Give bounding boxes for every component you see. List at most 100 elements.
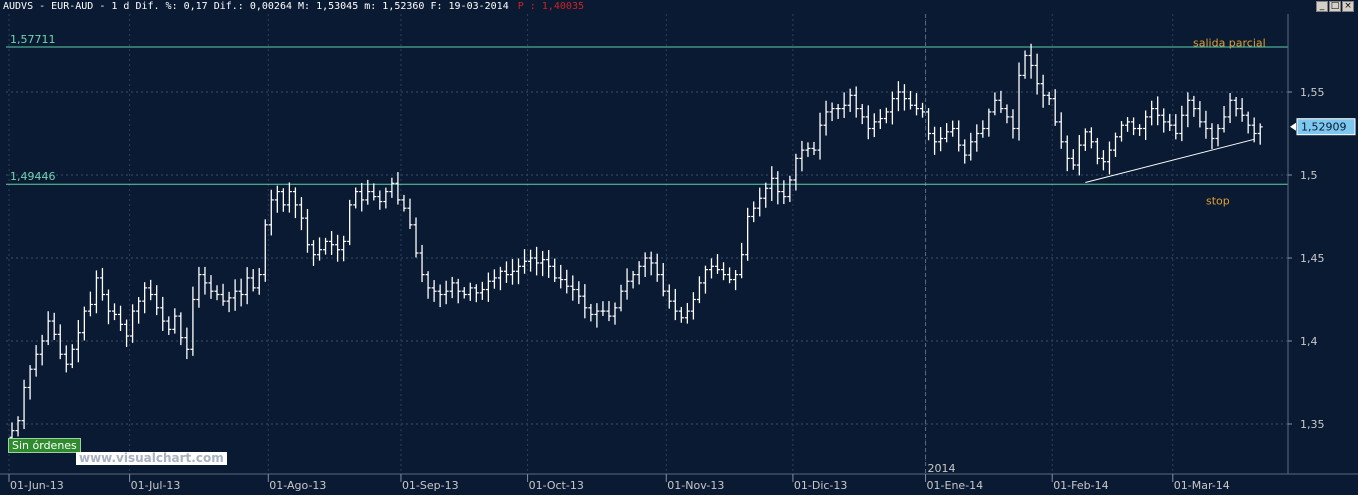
ohlc-bar — [763, 182, 769, 208]
ohlc-bar — [1257, 123, 1263, 145]
orders-badge[interactable]: Sin órdenes — [8, 438, 81, 453]
ohlc-bar — [21, 379, 27, 430]
ohlc-bar — [926, 108, 932, 141]
last-price-box — [1296, 118, 1356, 136]
ohlc-bar — [1149, 100, 1155, 126]
ohlc-bar — [1215, 124, 1221, 147]
ohlc-bar — [1227, 93, 1233, 124]
title-bar: AUDVS - EUR-AUD - 1 d Dif. %: 0,17 Dif.:… — [0, 0, 1358, 14]
ohlc-bar — [377, 190, 383, 210]
ohlc-bar — [1131, 117, 1137, 136]
ohlc-bar — [775, 171, 781, 205]
ohlc-bar — [962, 139, 968, 164]
ohlc-bar — [1022, 50, 1028, 79]
ohlc-bar — [353, 187, 359, 209]
horizontal-levels: 1,57711 1,49446 — [6, 33, 1288, 185]
ohlc-bar — [136, 297, 142, 324]
ohlc-bar — [877, 109, 883, 130]
ohlc-bar — [829, 102, 835, 122]
ohlc-bar — [491, 269, 497, 289]
support-trendline[interactable] — [1085, 138, 1255, 183]
ohlc-bar — [1082, 128, 1088, 151]
ohlc-bar — [1016, 62, 1022, 141]
ohlc-bar — [805, 142, 811, 157]
x-tick-label: 01-Sep-13 — [402, 479, 459, 492]
ohlc-bar — [552, 258, 558, 282]
close-button[interactable]: × — [1342, 1, 1354, 12]
ohlc-bar — [425, 271, 431, 299]
ohlc-bar — [220, 283, 226, 306]
ohlc-bar — [1119, 121, 1125, 142]
ohlc-bar — [1239, 98, 1245, 122]
ohlc-bar — [93, 270, 99, 314]
ohlc-bar — [968, 132, 974, 161]
ohlc-bar — [1185, 92, 1191, 128]
ohlc-bar — [15, 416, 21, 437]
ohlc-bar — [274, 185, 280, 213]
ohlc-bar — [950, 120, 956, 137]
ohlc-bar — [449, 276, 455, 299]
ohlc-bar — [660, 263, 666, 297]
ohlc-bar — [1179, 105, 1185, 142]
ohlc-bar — [317, 237, 323, 261]
ohlc-bar — [576, 281, 582, 304]
ohlc-bar — [1209, 123, 1215, 150]
ohlc-bar — [172, 308, 178, 334]
ohlc-bar — [160, 296, 166, 331]
price-chart[interactable]: 1,57711 1,49446 1,35 1,4 1,45 1,5 1,55 01-Jun-… — [0, 14, 1358, 495]
ohlc-bar — [280, 188, 286, 212]
ohlc-bar — [853, 86, 859, 118]
ohlc-bar — [1203, 110, 1209, 139]
x-tick-label: 01-Jul-13 — [131, 479, 181, 492]
window-controls: _ □ × — [1316, 1, 1354, 12]
ohlc-bar — [45, 311, 51, 346]
ohlc-bar — [371, 183, 377, 201]
trendline[interactable] — [1085, 138, 1255, 183]
ohlc-bar — [721, 262, 727, 281]
ohlc-bar — [407, 198, 413, 229]
ohlc-bar — [329, 231, 335, 255]
ohlc-bar — [540, 250, 546, 277]
ohlc-bar — [87, 291, 93, 317]
ohlc-bar — [883, 107, 889, 124]
minimize-button[interactable]: _ — [1316, 1, 1328, 12]
y-tick-label: 1,4 — [1300, 335, 1318, 348]
ohlc-bar — [684, 302, 690, 324]
ohlc-bar — [497, 266, 503, 291]
ohlc-bar — [347, 199, 353, 246]
ohlc-bar — [1137, 124, 1143, 136]
ohlc-bar — [986, 108, 992, 137]
ohlc-bar — [594, 303, 600, 328]
ohlc-bar — [1233, 96, 1239, 117]
ohlc-bar — [298, 197, 304, 231]
ohlc-bar — [1245, 111, 1251, 134]
ohlc-bar — [413, 217, 419, 258]
ohlc-bar — [166, 316, 172, 335]
ohlc-bar — [196, 266, 202, 308]
ohlc-bar — [570, 275, 576, 301]
ohlc-bar — [871, 113, 877, 138]
level-label: 1,49446 — [10, 170, 56, 183]
ohlc-bar — [1125, 117, 1131, 132]
ohlc-bar — [148, 279, 154, 301]
chart-axes: 1,35 1,4 1,45 1,5 1,55 01-Jun-13 01-Jul-13 01-A… — [0, 14, 1358, 492]
ohlc-bar — [268, 189, 274, 236]
ohlc-bar — [1161, 108, 1167, 133]
ohlc-bar — [69, 344, 75, 369]
ohlc-bar — [1088, 127, 1094, 149]
x-tick-label: 01-Nov-13 — [667, 479, 724, 492]
maximize-button[interactable]: □ — [1329, 1, 1341, 12]
ohlc-bar — [733, 270, 739, 291]
ohlc-bar — [443, 280, 449, 305]
ohlc-bar — [708, 258, 714, 279]
ohlc-bar — [564, 269, 570, 294]
ohlc-bar — [727, 267, 733, 284]
ohlc-bar — [636, 261, 642, 285]
x-tick-label: 01-Jun-13 — [10, 479, 64, 492]
ohlc-bar — [901, 84, 907, 111]
ohlc-bar — [479, 281, 485, 300]
ohlc-bar — [811, 141, 817, 156]
title-price-p: P : 1,40035 — [517, 1, 584, 12]
ohlc-bar — [1100, 150, 1106, 171]
chart-labels: 2014 salida parcial stop 1,52909 — [928, 36, 1356, 475]
